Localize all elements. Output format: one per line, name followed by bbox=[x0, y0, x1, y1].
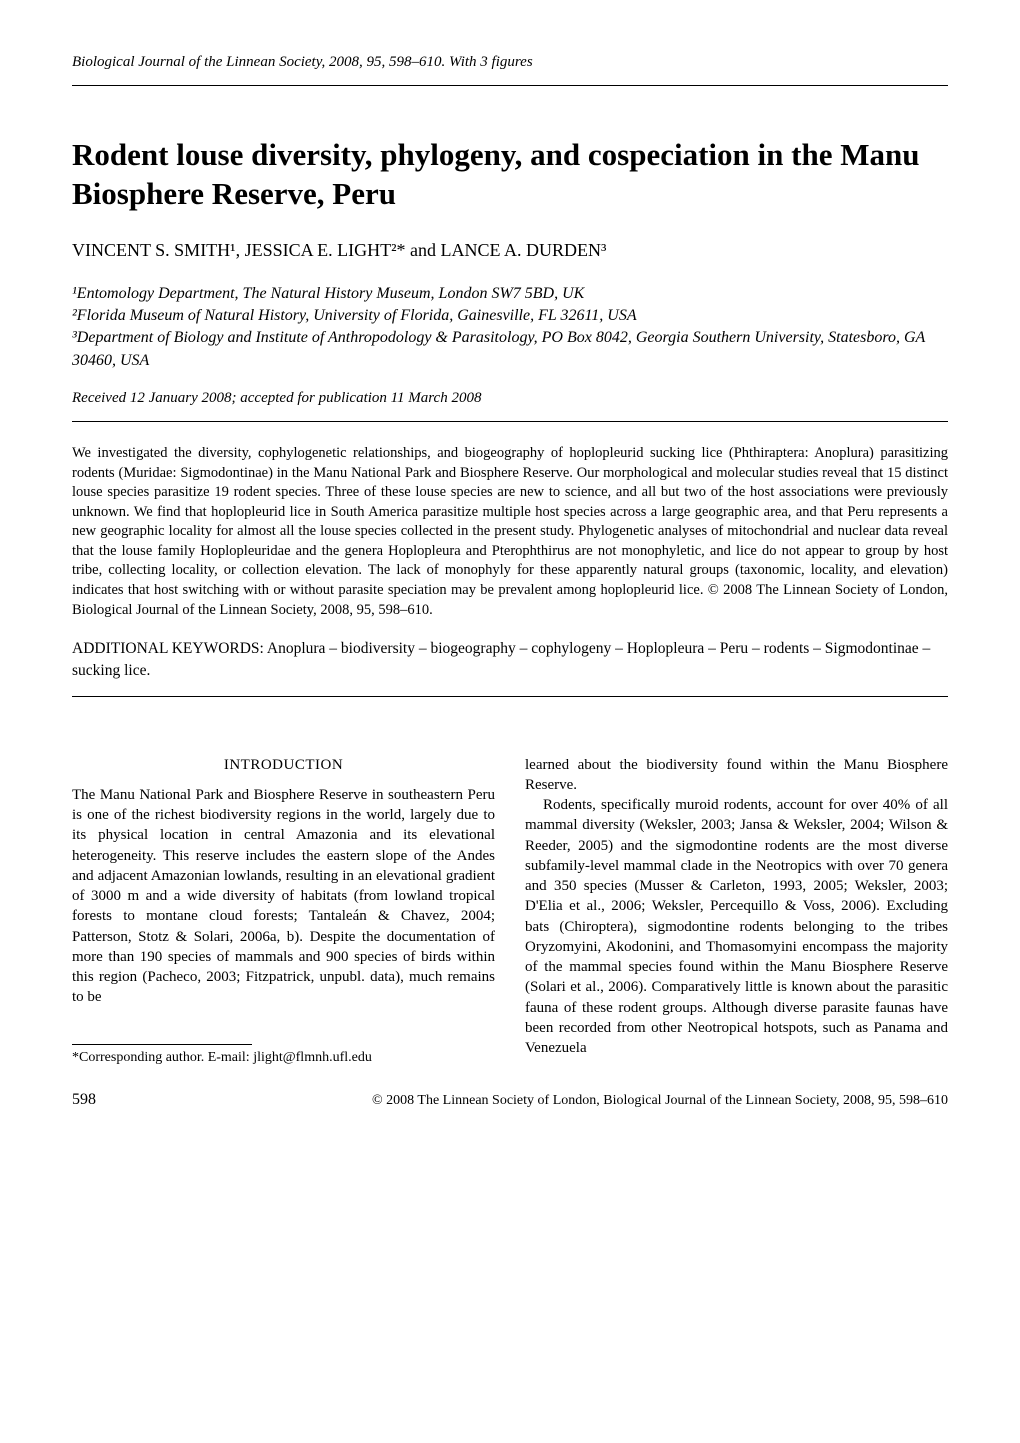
affiliation-2: ²Florida Museum of Natural History, Univ… bbox=[72, 305, 948, 327]
affiliations: ¹Entomology Department, The Natural Hist… bbox=[72, 283, 948, 373]
body-columns: INTRODUCTION The Manu National Park and … bbox=[72, 755, 948, 1068]
footer-copyright: © 2008 The Linnean Society of London, Bi… bbox=[372, 1093, 948, 1109]
intro-paragraph-2: Rodents, specifically muroid rodents, ac… bbox=[525, 795, 948, 1058]
corresponding-author: *Corresponding author. E-mail: jlight@fl… bbox=[72, 1049, 495, 1068]
column-right: learned about the biodiversity found wit… bbox=[525, 755, 948, 1068]
journal-header: Biological Journal of the Linnean Societ… bbox=[72, 54, 948, 71]
title-block: Rodent louse diversity, phylogeny, and c… bbox=[72, 136, 948, 214]
rule-top bbox=[72, 85, 948, 86]
authors-line: VINCENT S. SMITH¹, JESSICA E. LIGHT²* an… bbox=[72, 240, 948, 261]
rule-after-keywords bbox=[72, 696, 948, 697]
intro-paragraph-1-cont: learned about the biodiversity found wit… bbox=[525, 755, 948, 796]
abstract: We investigated the diversity, cophyloge… bbox=[72, 444, 948, 620]
corresponding-divider bbox=[72, 1044, 252, 1045]
column-left: INTRODUCTION The Manu National Park and … bbox=[72, 755, 495, 1068]
page-footer: 598 © 2008 The Linnean Society of London… bbox=[72, 1091, 948, 1109]
intro-paragraph-1: The Manu National Park and Biosphere Res… bbox=[72, 785, 495, 1008]
affiliation-3: ³Department of Biology and Institute of … bbox=[72, 327, 948, 372]
keywords-label: ADDITIONAL KEYWORDS: bbox=[72, 640, 267, 657]
received-line: Received 12 January 2008; accepted for p… bbox=[72, 390, 948, 407]
introduction-heading: INTRODUCTION bbox=[72, 755, 495, 775]
keywords: ADDITIONAL KEYWORDS: Anoplura – biodiver… bbox=[72, 638, 948, 681]
affiliation-1: ¹Entomology Department, The Natural Hist… bbox=[72, 283, 948, 305]
rule-before-abstract bbox=[72, 421, 948, 422]
page-number: 598 bbox=[72, 1091, 96, 1109]
article-title: Rodent louse diversity, phylogeny, and c… bbox=[72, 136, 948, 214]
